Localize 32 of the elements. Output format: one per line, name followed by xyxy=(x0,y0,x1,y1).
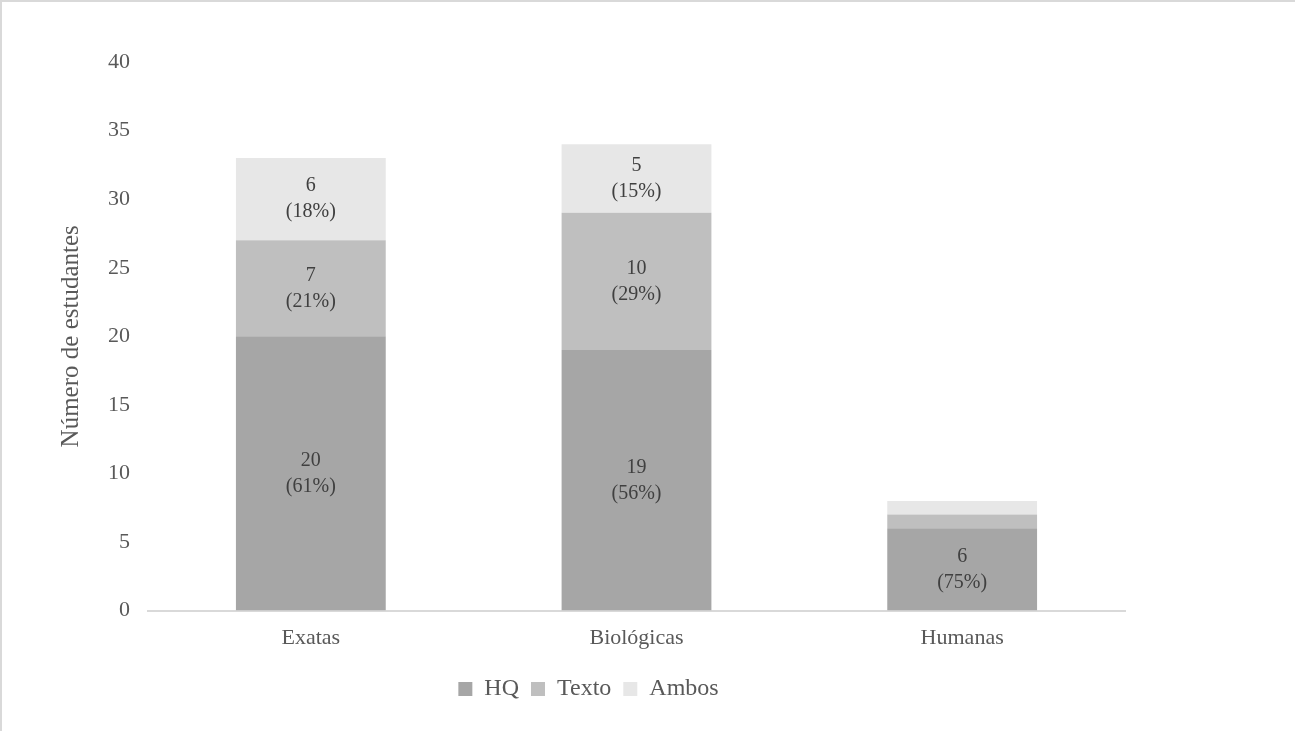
y-tick-label: 35 xyxy=(108,116,130,142)
bar xyxy=(561,350,712,611)
legend-label: Texto xyxy=(557,674,612,701)
bar xyxy=(561,144,712,213)
legend-label: Ambos xyxy=(649,674,719,701)
bar xyxy=(887,514,1038,529)
y-tick-label: 25 xyxy=(108,253,130,279)
y-tick-label: 5 xyxy=(119,527,130,553)
x-tick-label: Exatas xyxy=(281,623,341,649)
data-label: 20 (61%) xyxy=(285,447,336,497)
y-tick-label: 40 xyxy=(108,47,130,73)
legend-label: HQ xyxy=(484,674,520,701)
data-label: 19 (56%) xyxy=(611,454,662,504)
data-label: 6 (75%) xyxy=(937,543,988,593)
x-tick-label: Biológicas xyxy=(589,623,684,649)
y-axis-title: Número de estudantes xyxy=(55,225,83,448)
bar xyxy=(887,500,1038,515)
y-tick-label: 10 xyxy=(108,459,130,485)
y-tick-label: 15 xyxy=(108,390,130,416)
bar xyxy=(235,336,386,611)
y-tick-label: 20 xyxy=(108,322,130,348)
bar xyxy=(887,528,1038,611)
bar xyxy=(235,158,386,241)
data-label: 10 (29%) xyxy=(611,255,662,305)
bar xyxy=(561,212,712,351)
data-label: 6 (18%) xyxy=(285,173,336,223)
y-tick-label: 30 xyxy=(108,184,130,210)
data-label: 7 (21%) xyxy=(285,262,336,312)
x-tick-label: Humanas xyxy=(920,623,1004,649)
data-label: 5 (15%) xyxy=(611,152,662,202)
y-tick-label: 0 xyxy=(119,596,130,622)
bar xyxy=(235,240,386,337)
